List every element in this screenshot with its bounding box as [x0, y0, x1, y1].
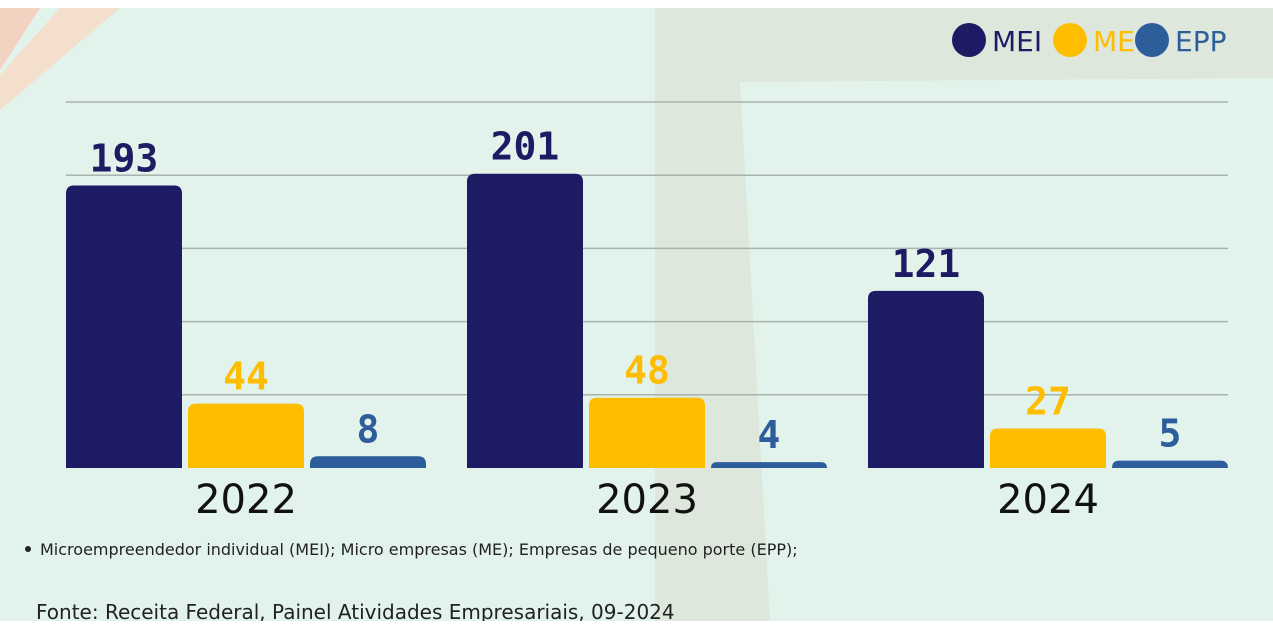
legend-label: EPP — [1175, 25, 1226, 58]
data-label: 8 — [357, 407, 380, 451]
data-label: 44 — [223, 355, 269, 399]
bar — [868, 290, 984, 468]
x-tick-label: 2024 — [997, 477, 1099, 523]
bar — [1112, 460, 1228, 468]
data-label: 201 — [491, 125, 560, 169]
x-tick-label: 2022 — [195, 477, 297, 523]
legend-marker — [1053, 23, 1087, 57]
bar — [66, 185, 182, 468]
bar — [990, 428, 1106, 468]
data-label: 48 — [624, 349, 670, 393]
note: Microempreendedor individual (MEI); Micr… — [40, 540, 798, 559]
data-label: 121 — [892, 242, 961, 286]
data-label: 193 — [90, 136, 159, 180]
data-label: 5 — [1159, 412, 1182, 456]
decoration — [0, 8, 40, 70]
bar — [188, 403, 304, 468]
decoration — [655, 8, 1273, 621]
bar — [711, 462, 827, 468]
bar — [310, 456, 426, 468]
data-label: 27 — [1025, 379, 1071, 423]
source: Fonte: Receita Federal, Painel Atividade… — [36, 600, 675, 621]
legend-marker — [1135, 23, 1169, 57]
legend-label: ME — [1093, 25, 1135, 58]
chart-bg — [0, 8, 1273, 621]
bar — [589, 397, 705, 468]
data-label: 4 — [758, 413, 781, 457]
x-tick-label: 2023 — [596, 477, 698, 523]
decoration — [0, 8, 120, 110]
legend-label: MEI — [992, 25, 1042, 58]
bullet — [25, 546, 31, 552]
bar — [467, 173, 583, 468]
legend-marker — [952, 23, 986, 57]
